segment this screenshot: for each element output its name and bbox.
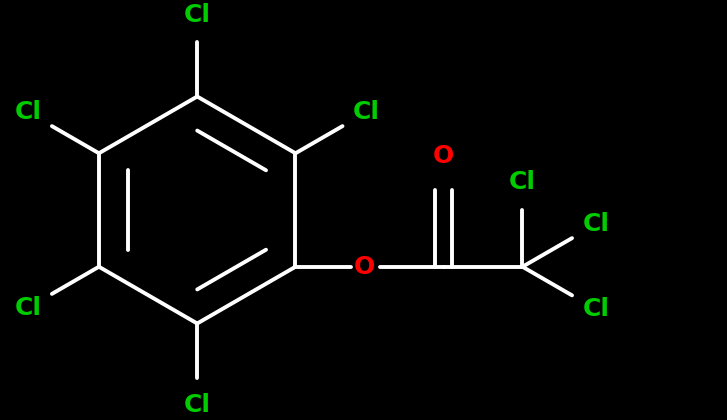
Text: Cl: Cl	[353, 100, 380, 124]
Text: Cl: Cl	[15, 100, 41, 124]
Text: O: O	[433, 144, 454, 168]
Text: Cl: Cl	[582, 212, 609, 236]
Text: Cl: Cl	[509, 170, 536, 194]
Text: Cl: Cl	[184, 3, 211, 26]
Text: O: O	[354, 255, 375, 279]
Text: Cl: Cl	[582, 297, 609, 321]
Text: Cl: Cl	[15, 296, 41, 320]
Text: Cl: Cl	[184, 394, 211, 417]
